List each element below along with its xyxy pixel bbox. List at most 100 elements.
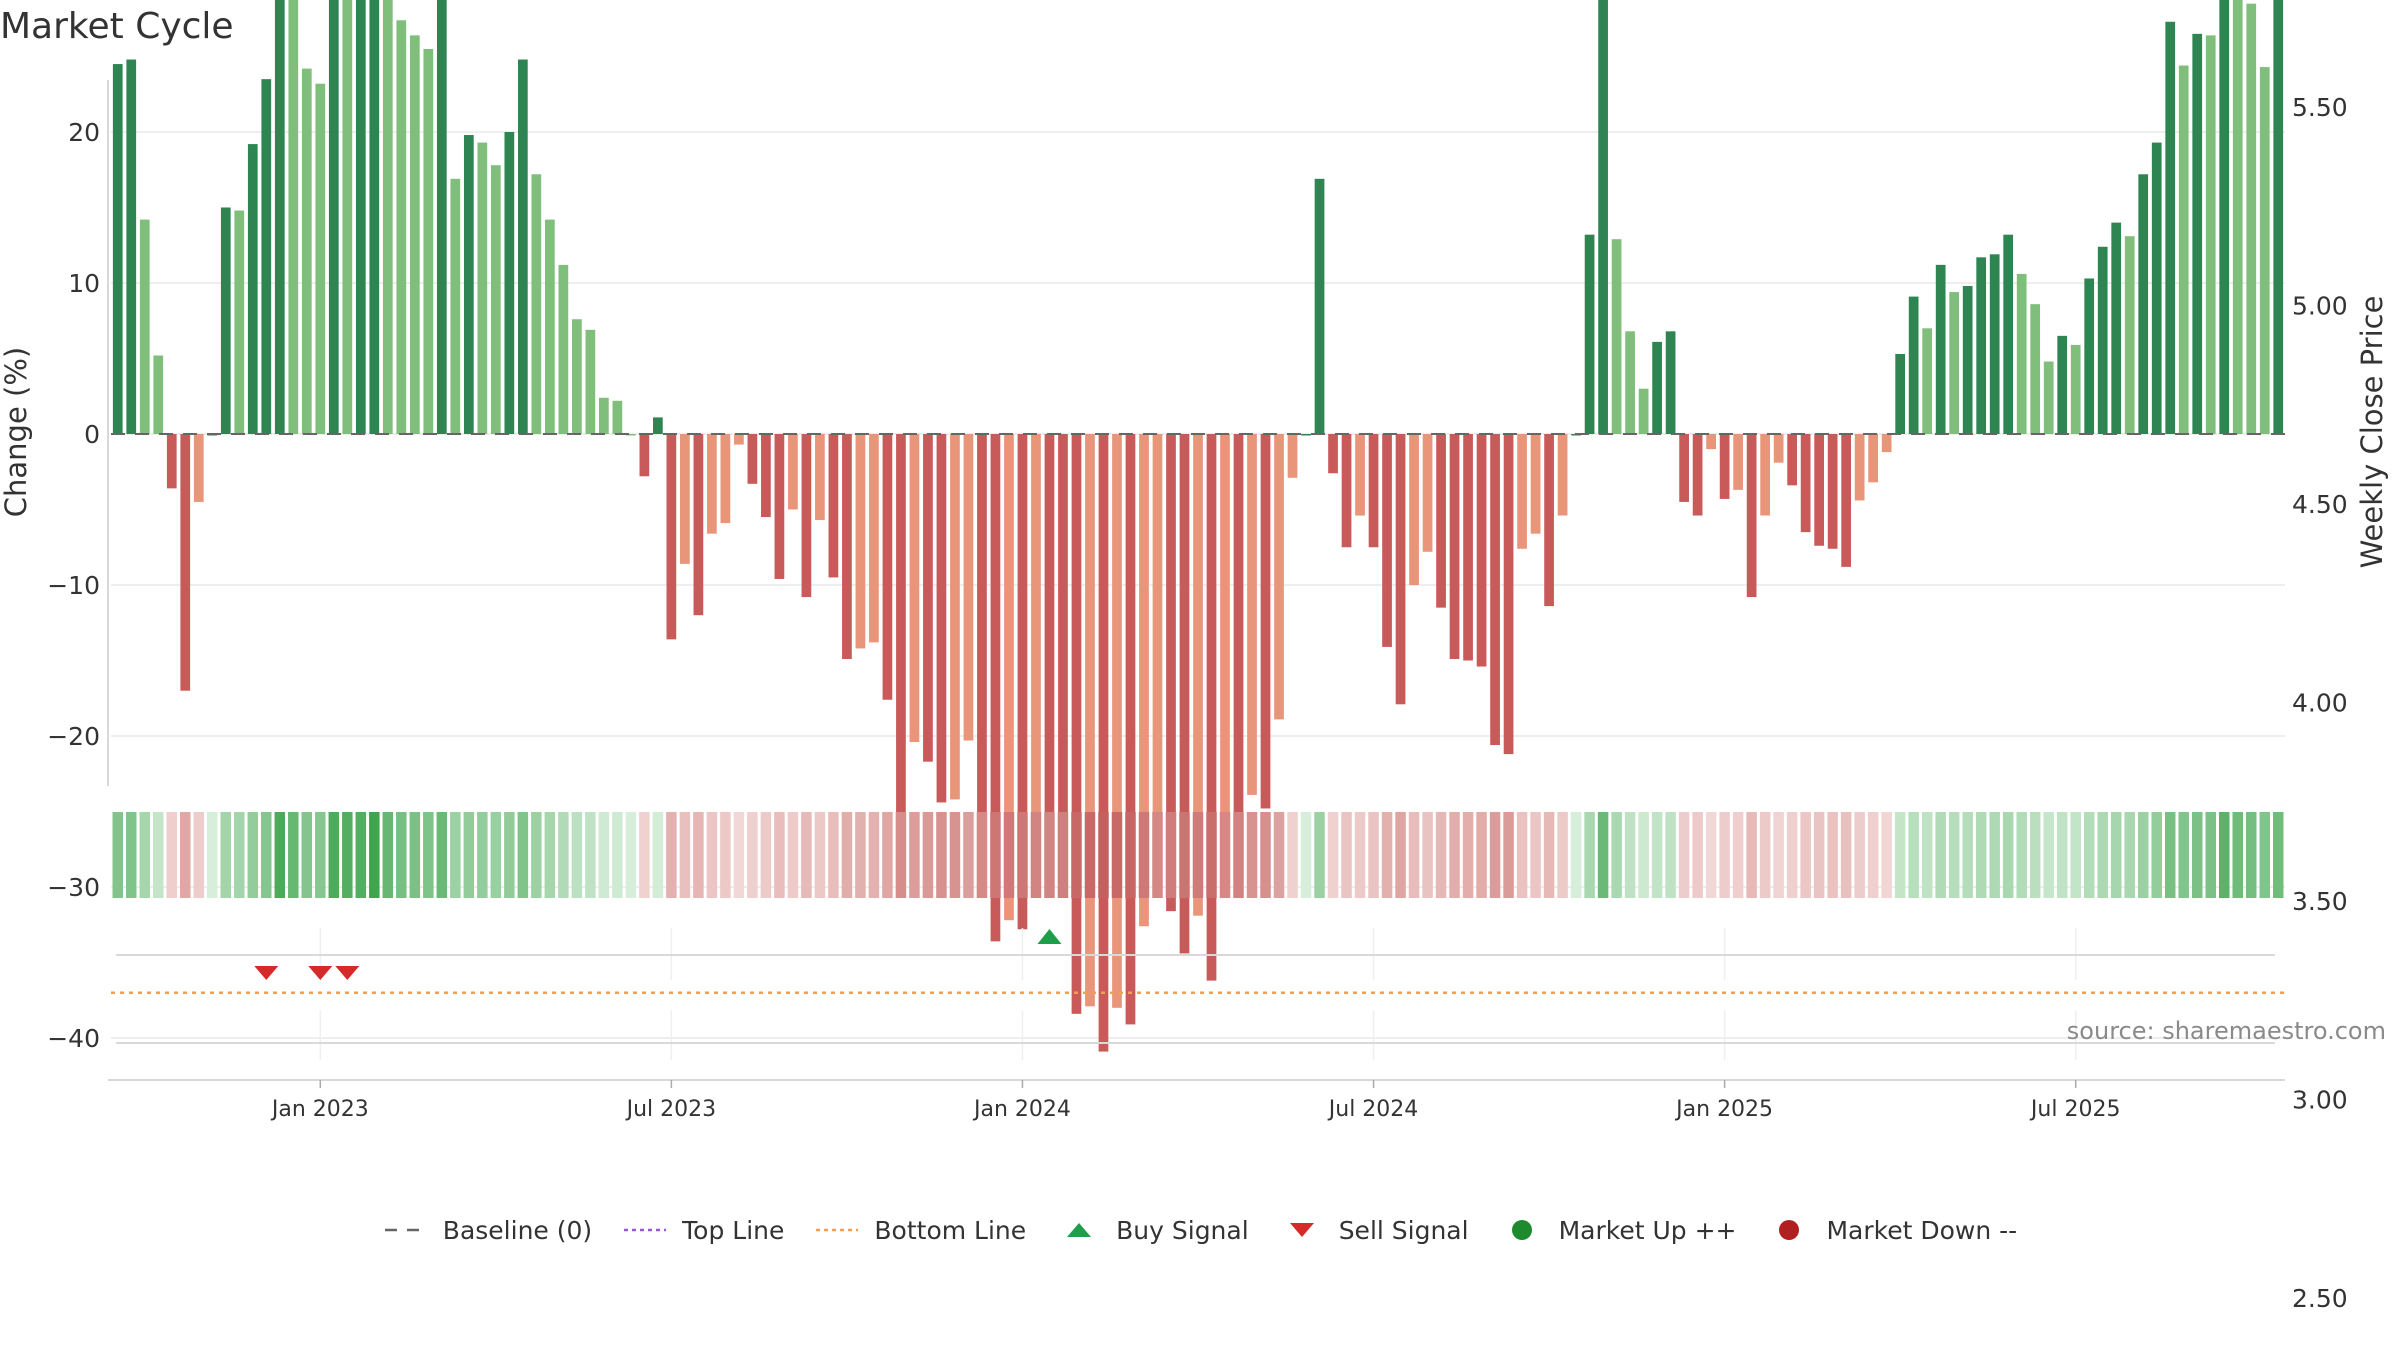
heat-cell xyxy=(720,812,731,898)
legend-item: Buy Signal xyxy=(1056,1216,1249,1245)
heat-cell xyxy=(922,812,934,898)
heat-cell xyxy=(1152,812,1163,898)
heat-cell xyxy=(1705,812,1717,898)
change-bar xyxy=(1274,434,1284,720)
change-bar xyxy=(626,434,636,436)
heat-cell xyxy=(220,812,232,898)
sell-signal-marker xyxy=(335,966,360,980)
change-bar xyxy=(693,434,704,616)
heat-cell xyxy=(801,812,812,898)
heat-cell xyxy=(2070,812,2081,898)
change-bar xyxy=(1017,434,1028,930)
legend-label: Market Down -- xyxy=(1826,1215,2018,1245)
change-bar xyxy=(1949,292,1960,434)
legend-item: Market Up ++ xyxy=(1499,1216,1736,1245)
change-bar xyxy=(1827,434,1838,549)
change-bar xyxy=(2273,0,2284,434)
change-bar xyxy=(2138,174,2149,434)
legend-label: Top Line xyxy=(682,1215,785,1245)
heat-cell xyxy=(274,812,286,898)
heat-cell xyxy=(760,812,772,898)
heat-cell xyxy=(1017,812,1028,898)
heat-cell xyxy=(1840,812,1852,898)
change-bar xyxy=(1166,434,1176,912)
heat-cell xyxy=(2043,812,2054,898)
heat-cell xyxy=(1908,812,1919,898)
legend-triangle-down xyxy=(1289,1223,1314,1237)
change-bar xyxy=(869,434,879,643)
heat-cell xyxy=(288,812,299,898)
heat-cell xyxy=(180,812,191,898)
heat-cell xyxy=(1611,812,1622,898)
change-bar xyxy=(963,434,974,741)
heat-cell xyxy=(2245,812,2257,898)
change-bar xyxy=(1247,434,1257,795)
heat-cell xyxy=(1219,812,1231,898)
change-bar xyxy=(2259,67,2270,434)
change-bar xyxy=(1841,434,1852,567)
change-bar xyxy=(666,434,677,640)
change-bar xyxy=(2057,335,2068,434)
heat-cell xyxy=(1894,812,1906,898)
change-bar xyxy=(2070,344,2081,434)
change-bar xyxy=(1098,434,1109,1052)
change-bar xyxy=(2030,304,2041,434)
change-bar xyxy=(2205,35,2216,435)
heat-cell xyxy=(774,812,785,898)
axes: 403020100−10−20−30−405.505.004.504.003.5… xyxy=(47,80,2348,1313)
heat-cell xyxy=(2016,812,2027,898)
legend-label: Sell Signal xyxy=(1338,1215,1469,1245)
heat-cell xyxy=(1867,812,1879,898)
heat-cell xyxy=(1638,812,1649,898)
change-bar xyxy=(1976,257,1987,434)
change-bar xyxy=(571,319,582,434)
heat-cell xyxy=(517,812,529,898)
change-bar xyxy=(504,132,515,434)
heat-cell xyxy=(1408,812,1420,898)
heat-cell xyxy=(1651,812,1663,898)
legend-item: Market Down -- xyxy=(1766,1216,2017,1245)
heat-cell xyxy=(1084,812,1096,898)
heat-cell xyxy=(2002,812,2014,898)
heat-cell xyxy=(639,812,650,898)
heat-cell xyxy=(1179,812,1190,898)
change-bar xyxy=(315,83,326,435)
legend-item: Bottom Line xyxy=(814,1216,1026,1245)
heat-cell xyxy=(1111,812,1123,898)
legend-swatch xyxy=(1289,1223,1314,1237)
change-bar xyxy=(301,68,312,434)
y-tick-label-right: 4.00 xyxy=(2292,689,2348,718)
legend-label: Bottom Line xyxy=(874,1215,1027,1245)
change-bar xyxy=(1422,434,1433,552)
heat-cell xyxy=(963,812,974,898)
heat-cell xyxy=(1098,812,1109,898)
change-bar xyxy=(355,0,366,435)
change-bar xyxy=(1490,434,1500,746)
heat-cell xyxy=(666,812,677,898)
y-tick-label-left: 10 xyxy=(68,269,100,298)
change-bar xyxy=(1355,434,1365,516)
heat-cell xyxy=(598,812,610,898)
heat-cell xyxy=(423,812,434,898)
heat-cell xyxy=(126,812,137,898)
heat-cell xyxy=(153,812,164,898)
y-tick-label-left: −20 xyxy=(47,722,100,751)
heat-cell xyxy=(382,812,394,898)
change-bar xyxy=(2232,0,2243,435)
heat-cell xyxy=(166,812,178,898)
change-bar xyxy=(2219,0,2230,435)
change-bar xyxy=(1382,434,1392,647)
heat-cell xyxy=(112,812,124,898)
change-bar xyxy=(1449,434,1460,659)
heat-cell xyxy=(1624,812,1636,898)
heat-strip xyxy=(112,812,2284,898)
change-bar xyxy=(1611,239,1622,434)
heat-cell xyxy=(841,812,853,898)
heat-cell xyxy=(1476,812,1487,898)
change-bar xyxy=(1193,434,1203,916)
change-bar xyxy=(1962,286,1973,434)
change-bar xyxy=(707,434,717,534)
change-bar xyxy=(288,0,299,435)
heat-cell xyxy=(207,812,218,898)
heat-cell xyxy=(2110,812,2122,898)
